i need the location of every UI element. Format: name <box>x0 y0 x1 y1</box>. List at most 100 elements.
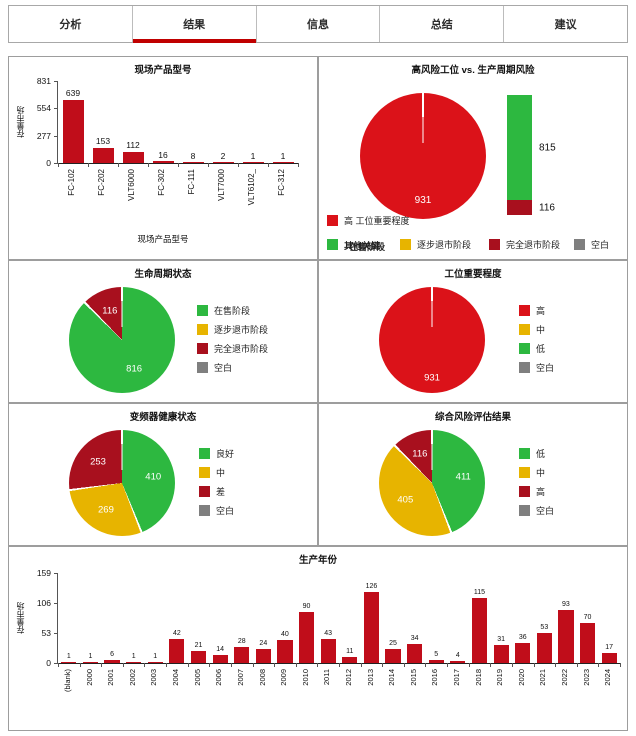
bar[interactable] <box>212 162 234 163</box>
bar[interactable] <box>61 662 77 663</box>
bar[interactable] <box>515 642 531 663</box>
stacked-bar-segment[interactable]: 815 <box>507 95 556 201</box>
bar[interactable] <box>601 653 617 663</box>
legend-item[interactable]: 中 <box>519 323 554 336</box>
legend-item[interactable]: 空白 <box>574 238 609 251</box>
x-axis-label: 现场产品型号 <box>137 234 189 244</box>
x-category-label: 2019 <box>495 669 505 686</box>
legend-label: 其他关键 <box>344 240 381 251</box>
legend-item[interactable]: 完全退市阶段 <box>197 342 268 355</box>
bar[interactable] <box>272 162 294 163</box>
bar[interactable] <box>299 612 315 663</box>
legend-item[interactable]: 其他关键 在售阶段 <box>327 239 390 252</box>
bar[interactable] <box>182 162 204 163</box>
x-tick-mark <box>382 663 384 667</box>
x-category-label: 2020 <box>516 669 526 686</box>
bar[interactable] <box>190 651 207 663</box>
x-category: VLT7000 <box>207 164 237 226</box>
x-tick-mark <box>122 663 124 667</box>
legend-overlapping-labels: 其他关键 在售阶段 <box>344 239 390 252</box>
legend-item[interactable]: 空白 <box>519 361 554 374</box>
legend-item[interactable]: 中 <box>519 466 554 479</box>
pie-value-label: 410 <box>145 471 162 483</box>
bar[interactable] <box>428 660 444 663</box>
x-tick-mark <box>148 163 149 167</box>
chart-title: 生命周期状态 <box>134 269 192 280</box>
bar[interactable] <box>363 591 379 663</box>
bar[interactable] <box>493 645 509 663</box>
bar[interactable] <box>277 640 293 663</box>
bar[interactable] <box>212 655 228 663</box>
legend-item[interactable]: 高 <box>519 485 554 498</box>
legend-item[interactable]: 差 <box>199 485 234 498</box>
legend-item[interactable]: 逐步退市阶段 <box>197 323 268 336</box>
legend-item[interactable]: 低 <box>519 447 554 460</box>
x-category: FC-312 <box>267 164 297 226</box>
bar[interactable] <box>82 662 98 663</box>
bar[interactable] <box>242 162 264 163</box>
bar[interactable] <box>558 610 574 663</box>
tab-3[interactable]: 信息 <box>257 6 381 42</box>
pie-value-label: 816 <box>126 363 143 375</box>
x-tick-mark <box>598 663 600 667</box>
bar[interactable] <box>471 597 488 663</box>
bar[interactable] <box>407 643 423 663</box>
pie[interactable] <box>69 430 175 536</box>
tab-5[interactable]: 建议 <box>504 6 627 42</box>
legend-item[interactable]: 在售阶段 <box>197 304 268 317</box>
bar[interactable] <box>450 660 466 663</box>
x-tick-mark <box>511 663 513 667</box>
x-category: 2012 <box>338 664 360 714</box>
tab-1[interactable]: 分析 <box>9 6 133 42</box>
bar[interactable] <box>92 147 114 163</box>
bar-value-label: 53 <box>540 624 549 631</box>
legend-item[interactable]: 高 工位重要程度 <box>327 214 410 227</box>
bar[interactable] <box>385 648 401 663</box>
bar-slot: 14 <box>209 573 231 663</box>
bar-slot: 16 <box>148 81 178 163</box>
legend-item[interactable]: 良好 <box>199 447 234 460</box>
legend-label: 高 <box>536 306 546 316</box>
bar[interactable] <box>320 638 336 663</box>
x-tick-mark <box>144 663 146 667</box>
bar[interactable] <box>62 99 84 163</box>
pie[interactable] <box>360 93 486 219</box>
legend-item[interactable]: 中 <box>199 466 234 479</box>
tab-2[interactable]: 结果 <box>132 6 257 43</box>
x-tick-mark <box>274 663 276 667</box>
pie-value-label: 269 <box>98 504 114 516</box>
bar[interactable] <box>126 662 142 663</box>
tab-4[interactable]: 总结 <box>380 6 505 42</box>
bar-slot: 17 <box>598 573 620 663</box>
bar[interactable] <box>342 656 358 663</box>
legend-item[interactable]: 空白 <box>197 361 268 374</box>
legend-item[interactable]: 空白 <box>519 504 554 517</box>
bar-value-label: 17 <box>605 644 614 652</box>
bar[interactable] <box>255 649 271 663</box>
pie[interactable] <box>69 287 175 393</box>
bar[interactable] <box>104 659 120 663</box>
bar[interactable] <box>147 662 163 663</box>
chart-title: 高风险工位 vs. 生产周期风险 <box>411 65 535 76</box>
x-category-label: FC-302 <box>157 169 166 196</box>
pie[interactable] <box>379 430 485 536</box>
legend-item[interactable]: 逐步退市阶段 <box>400 238 471 251</box>
x-category-label: FC-102 <box>67 169 76 196</box>
active-tab-indicator <box>132 39 256 43</box>
bar-value-label: 8 <box>190 150 196 161</box>
x-category-labels: (blank) 2000 2001 2002 2003 2004 2005 2006 2007 2… <box>57 664 619 714</box>
bar[interactable] <box>234 647 250 663</box>
legend-item[interactable]: 高 <box>519 304 554 317</box>
bar[interactable] <box>152 161 174 163</box>
legend-item[interactable]: 完全退市阶段 <box>489 238 560 251</box>
legend-swatch <box>519 362 530 373</box>
legend-item[interactable]: 空白 <box>199 504 234 517</box>
legend-item[interactable]: 低 <box>519 342 554 355</box>
bar[interactable] <box>122 151 144 163</box>
bar[interactable] <box>580 623 596 663</box>
bar-value-label: 43 <box>324 629 333 637</box>
bar[interactable] <box>169 639 185 663</box>
stacked-bar-segment[interactable]: 116 <box>507 200 555 215</box>
bar[interactable] <box>536 633 552 663</box>
pie[interactable] <box>379 287 485 393</box>
